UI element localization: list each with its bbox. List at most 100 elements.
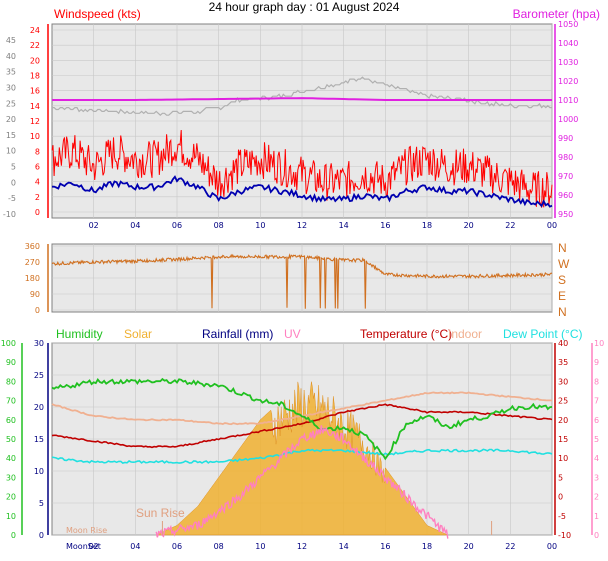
wind-tick: 6 xyxy=(35,163,40,172)
wind-tick: 18 xyxy=(30,72,40,81)
wind-tick: 24 xyxy=(30,26,40,35)
wind-tick: 4 xyxy=(35,178,40,187)
baro-tick: 950 xyxy=(558,210,573,219)
temp-left-tick: 5 xyxy=(39,499,44,508)
x-tick: 20 xyxy=(464,542,474,551)
humidity-tick: 60 xyxy=(6,416,16,425)
temp-right-tick: 30 xyxy=(558,377,568,386)
baro-axis-label: Barometer (hpa) xyxy=(513,7,600,21)
x-tick: 06 xyxy=(172,542,182,551)
wind-axis-label: Windspeed (kts) xyxy=(54,7,141,21)
wind-outer-tick: 30 xyxy=(6,83,16,92)
humidity-tick: 70 xyxy=(6,397,16,406)
uv-tick: 10 xyxy=(594,339,604,348)
direction-tick: 0 xyxy=(35,306,40,315)
x-tick: 00 xyxy=(547,542,557,551)
humidity-tick: 40 xyxy=(6,454,16,463)
compass-tick: W xyxy=(558,257,570,271)
legend-label: UV xyxy=(284,327,301,341)
legend-label: Temperature (°C) xyxy=(360,327,452,341)
direction-tick: 90 xyxy=(30,290,40,299)
pressure-trend-line xyxy=(52,76,552,117)
humidity-tick: 50 xyxy=(6,435,16,444)
wind-outer-tick: 20 xyxy=(6,115,16,124)
uv-tick: 8 xyxy=(594,377,599,386)
direction-tick: 270 xyxy=(25,258,40,267)
uv-line xyxy=(155,425,449,539)
baro-tick: 960 xyxy=(558,191,573,200)
humidity-tick: 90 xyxy=(6,358,16,367)
legend-label: Solar xyxy=(124,327,152,341)
baro-tick: 1000 xyxy=(558,115,578,124)
direction-tick: 180 xyxy=(25,274,40,283)
compass-tick: N xyxy=(558,305,567,319)
x-tick: 20 xyxy=(464,221,474,230)
temp-right-tick: 40 xyxy=(558,339,568,348)
humidity-tick: 0 xyxy=(11,531,16,540)
x-tick: 14 xyxy=(339,542,349,551)
moon-rise-label: Moon Rise xyxy=(66,526,107,535)
sun-rise-label: Sun Rise xyxy=(136,506,185,520)
wind-direction-line xyxy=(51,253,553,309)
x-tick: 04 xyxy=(130,542,140,551)
legend-label: Humidity xyxy=(56,327,103,341)
x-tick: 02 xyxy=(89,221,99,230)
uv-tick: 5 xyxy=(594,435,599,444)
wind-tick: 20 xyxy=(30,56,40,65)
compass-tick: S xyxy=(558,273,566,287)
x-tick: 00 xyxy=(547,221,557,230)
x-tick: 10 xyxy=(255,542,265,551)
x-tick: 16 xyxy=(380,542,390,551)
uv-tick: 7 xyxy=(594,397,599,406)
wind-tick: 10 xyxy=(30,132,40,141)
wind-tick: 2 xyxy=(35,193,40,202)
x-tick: 08 xyxy=(214,542,224,551)
direction-tick: 360 xyxy=(25,242,40,251)
baro-tick: 980 xyxy=(558,153,573,162)
x-tick: 10 xyxy=(255,221,265,230)
temp-right-tick: 25 xyxy=(558,397,568,406)
baro-tick: 1010 xyxy=(558,96,578,105)
baro-tick: 1020 xyxy=(558,77,578,86)
uv-tick: 6 xyxy=(594,416,599,425)
wind-outer-tick: 5 xyxy=(11,163,16,172)
temp-left-tick: 25 xyxy=(34,371,44,380)
x-tick: 16 xyxy=(380,221,390,230)
x-tick: 22 xyxy=(505,221,515,230)
temp-right-tick: 10 xyxy=(558,454,568,463)
temp-left-tick: 0 xyxy=(39,531,44,540)
temp-right-tick: 20 xyxy=(558,416,568,425)
uv-tick: 0 xyxy=(594,531,599,540)
baro-tick: 1030 xyxy=(558,58,578,67)
legend-label: Rainfall (mm) xyxy=(202,327,273,341)
wind-outer-tick: 10 xyxy=(6,147,16,156)
x-tick: 06 xyxy=(172,221,182,230)
uv-tick: 2 xyxy=(594,493,599,502)
temp-left-tick: 30 xyxy=(34,339,44,348)
barometer-line xyxy=(52,97,552,101)
wind-tick: 8 xyxy=(35,147,40,156)
baro-tick: 1050 xyxy=(558,20,578,29)
wind-outer-tick: 25 xyxy=(6,99,16,108)
dew-point-line xyxy=(51,448,553,464)
wind-tick: 12 xyxy=(30,117,40,126)
temp-right-tick: 35 xyxy=(558,358,568,367)
compass-tick: N xyxy=(558,241,567,255)
temp-left-tick: 10 xyxy=(34,467,44,476)
humidity-line xyxy=(51,377,553,461)
uv-tick: 9 xyxy=(594,358,599,367)
x-tick: 12 xyxy=(297,542,307,551)
baro-tick: 1040 xyxy=(558,39,578,48)
baro-tick: 990 xyxy=(558,134,573,143)
wind-tick: 0 xyxy=(35,208,40,217)
x-tick: 12 xyxy=(297,221,307,230)
uv-tick: 4 xyxy=(594,454,599,463)
temp-right-tick: -5 xyxy=(558,512,566,521)
humidity-tick: 100 xyxy=(1,339,16,348)
legend-label: Indoor xyxy=(448,327,482,341)
wind-outer-tick: -5 xyxy=(8,194,16,203)
moon-set-label: MoonSet xyxy=(66,542,101,551)
wind-tick: 14 xyxy=(30,102,40,111)
